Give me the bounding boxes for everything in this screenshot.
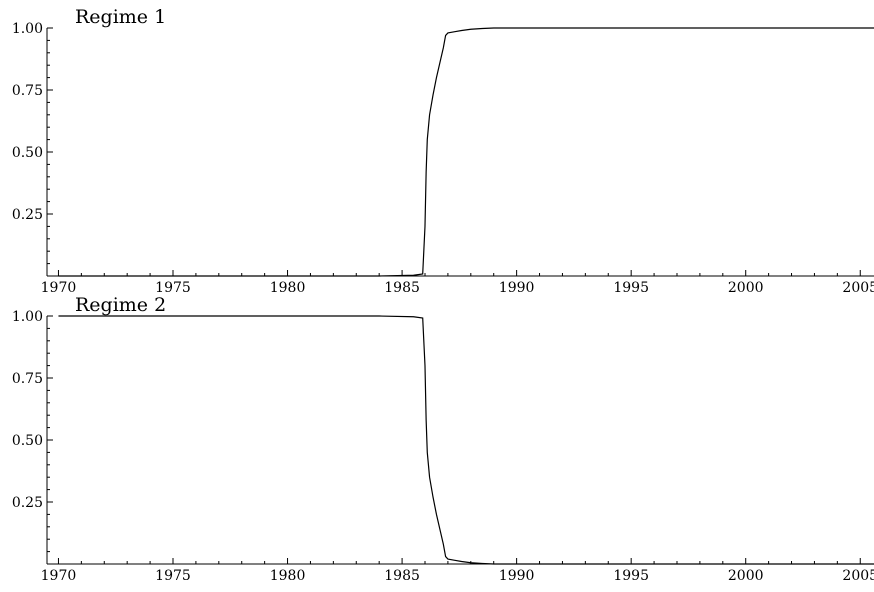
y-tick-label: 0.25 [12,207,43,223]
x-tick-label: 1970 [41,568,77,584]
regime-2-panel: 1970 1975 1980 1985 1990 1995 2000 2005 0.25 0.50… [12,294,874,584]
series-line [58,315,874,565]
x-tick-label: 1990 [499,568,535,584]
panel-title: Regime 1 [75,6,166,28]
x-tick-label: 1985 [384,280,420,296]
x-tick-label: 2005 [842,280,874,296]
x-tick-label: 1980 [270,568,306,584]
x-tick-label: 1995 [613,568,649,584]
x-tick-label: 2005 [842,568,874,584]
x-tick-label: 1975 [155,568,191,584]
panel-title: Regime 2 [75,294,166,316]
y-tick-label: 0.75 [12,83,43,99]
y-tick-label: 1.00 [12,309,43,325]
y-tick-label: 0.50 [12,145,43,161]
y-tick-label: 0.75 [12,371,43,387]
x-tick-label: 2000 [728,568,764,584]
x-tick-label: 1990 [499,280,535,296]
x-tick-label: 1985 [384,568,420,584]
x-tick-label: 2000 [728,280,764,296]
series-line [58,27,874,277]
x-tick-label: 1970 [41,280,77,296]
x-tick-label: 1995 [613,280,649,296]
x-tick-label: 1980 [270,280,306,296]
y-tick-label: 0.25 [12,495,43,511]
y-tick-label: 1.00 [12,21,43,37]
x-tick-label: 1975 [155,280,191,296]
y-tick-label: 0.50 [12,433,43,449]
regime-1-panel: 1970 1975 1980 1985 1990 1995 2000 2005 0.25 0.50… [12,6,874,296]
